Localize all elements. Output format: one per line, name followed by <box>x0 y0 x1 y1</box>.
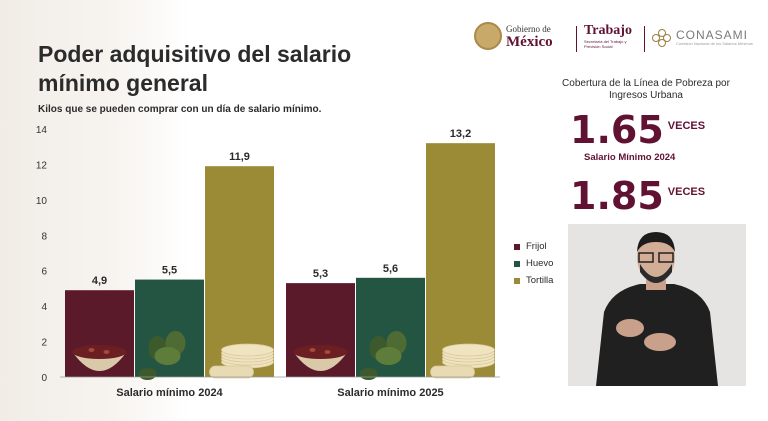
data-label: 5,3 <box>313 268 328 280</box>
coverage-title: Cobertura de la Línea de Pobreza por Ing… <box>562 78 730 101</box>
mexico-label: México <box>506 34 553 50</box>
legend-item: Huevo <box>514 255 553 272</box>
trabajo-logo: Trabajo Secretaría del Trabajo y Previsi… <box>584 23 644 50</box>
gobierno-logo: Gobierno de México <box>474 22 553 50</box>
tortilla-stack-icon <box>209 343 274 379</box>
data-label: 13,2 <box>450 128 471 140</box>
y-tick-label: 10 <box>36 196 48 207</box>
conasami-label: CONASAMI <box>676 28 749 42</box>
bean-bowl-icon <box>293 345 348 371</box>
y-tick-label: 12 <box>36 160 48 171</box>
coverage-2025: 1.85 VECES <box>570 177 705 215</box>
bean-bowl-icon <box>72 345 127 371</box>
y-tick-label: 2 <box>41 338 47 349</box>
legend-label-frijol: Frijol <box>526 241 547 252</box>
x-axis: Salario mínimo 2024 Salario mínimo 2025 <box>60 376 500 399</box>
trabajo-sublabel: Secretaría del Trabajo y Previsión Socia… <box>584 39 627 49</box>
tortilla-stack-icon <box>430 343 495 379</box>
chart-subtitle: Kilos que se pueden comprar con un día d… <box>38 104 322 115</box>
food-icons <box>72 331 495 380</box>
coverage-2024: 1.65 VECES <box>570 111 705 149</box>
category-label: Salario mínimo 2025 <box>337 387 443 399</box>
coverage-2025-value: 1.85 <box>570 174 664 218</box>
coverage-2024-unit: VECES <box>667 120 706 132</box>
data-label: 5,5 <box>162 265 177 277</box>
conasami-logo: CONASAMI Comisión Nacional de los Salari… <box>652 29 753 47</box>
conasami-sublabel: Comisión Nacional de los Salarios Mínimo… <box>676 41 753 46</box>
legend-label-tortilla: Tortilla <box>526 275 554 286</box>
page-title: Poder adquisitivo del salario mínimo gen… <box>38 41 352 96</box>
interpreter-image <box>568 224 746 386</box>
legend-swatch-huevo <box>514 260 520 267</box>
data-label: 5,6 <box>383 263 398 275</box>
data-labels: 4,9 5,5 11,9 5,3 5,6 13,2 <box>92 128 471 287</box>
y-tick-label: 14 <box>36 125 48 136</box>
bar-tortilla <box>426 143 495 377</box>
sign-language-interpreter-video <box>568 224 746 386</box>
coverage-2024-label: Salario Mínimo 2024 <box>584 152 676 163</box>
y-tick-label: 0 <box>41 373 47 384</box>
legend-swatch-frijol <box>514 243 520 250</box>
avocado-egg-icon <box>359 331 407 380</box>
national-seal-icon <box>474 22 502 50</box>
data-label: 11,9 <box>229 151 250 163</box>
category-label: Salario mínimo 2024 <box>116 387 223 399</box>
y-tick-label: 4 <box>41 302 47 313</box>
trabajo-label: Trabajo <box>584 23 632 38</box>
coverage-2024-value: 1.65 <box>570 108 664 152</box>
legend-swatch-tortilla <box>514 277 520 284</box>
header-logos: Gobierno de México Trabajo Secretaría de… <box>474 22 754 58</box>
bar-tortilla <box>205 166 274 377</box>
data-label: 4,9 <box>92 275 107 287</box>
y-tick-label: 6 <box>41 267 47 278</box>
legend-item: Frijol <box>514 238 553 255</box>
y-axis: 0 2 4 6 8 10 12 14 <box>36 125 48 384</box>
bars <box>65 143 495 377</box>
y-tick-label: 8 <box>41 231 47 242</box>
legend-item: Tortilla <box>514 272 553 289</box>
coverage-2025-unit: VECES <box>667 186 706 198</box>
gobierno-label: Gobierno de <box>506 24 551 34</box>
flower-icon <box>652 29 672 47</box>
logo-divider <box>576 26 577 52</box>
chart-legend: Frijol Huevo Tortilla <box>514 238 553 289</box>
legend-label-huevo: Huevo <box>526 258 554 269</box>
coverage-panel: Cobertura de la Línea de Pobreza por Ing… <box>548 78 744 102</box>
logo-divider <box>644 26 645 52</box>
